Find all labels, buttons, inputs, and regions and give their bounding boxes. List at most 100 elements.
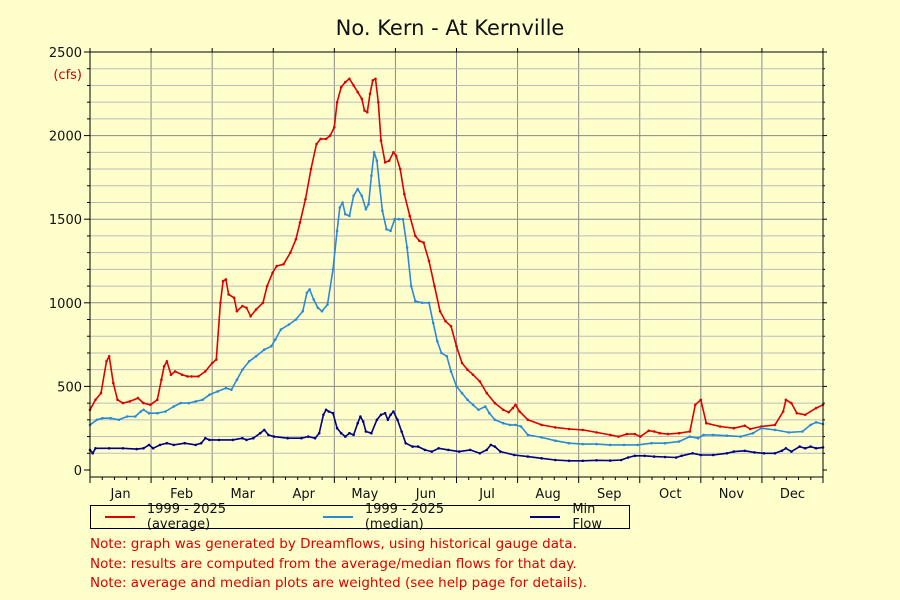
data-point [370,174,373,177]
data-point [335,100,339,104]
data-point [427,301,431,305]
data-point [208,393,211,397]
data-point [121,401,125,405]
data-point [169,373,173,377]
data-point [814,406,818,410]
data-point [626,456,630,459]
data-point [317,431,321,435]
data-point [289,251,292,254]
data-point [91,452,94,455]
x-tick-label: Jan [110,487,131,502]
data-point [197,375,200,378]
y-tick-label: 500 [57,380,82,395]
data-point [809,445,812,448]
data-point [227,293,230,296]
data-point [427,259,431,263]
data-point [619,458,623,462]
data-point [241,304,244,308]
data-point [732,426,736,430]
legend-label-min-flow: Min Flow [572,502,603,532]
data-point [751,431,755,435]
y-tick-label: 2000 [49,130,82,145]
data-point [784,447,788,450]
data-point [344,80,347,84]
legend-swatch-median [322,516,353,518]
data-point [478,380,482,383]
data-point [526,433,530,437]
data-point [147,411,151,415]
data-point [216,390,219,393]
data-point [397,217,401,221]
data-point [677,440,681,443]
data-point [677,431,681,435]
data-point [142,408,145,412]
data-point [201,398,204,402]
data-point [814,447,818,450]
data-point [418,239,421,243]
data-point [221,279,225,283]
data-point [416,445,420,448]
data-point [447,448,450,452]
data-point [121,447,125,450]
data-point [801,430,804,433]
data-point [320,309,324,313]
data-point [608,443,612,447]
data-point [142,401,145,405]
data-point [217,438,221,442]
data-point [294,318,298,321]
data-point [101,416,104,420]
data-point [267,433,270,437]
x-tick-label: Jun [415,487,436,502]
data-point [134,415,137,418]
data-point [803,413,807,417]
data-point [230,388,233,392]
data-point [455,385,458,388]
data-point [652,455,656,458]
data-point [352,194,355,198]
data-point [360,97,364,101]
data-point [567,427,571,431]
data-point [488,411,491,415]
data-point [485,448,489,452]
data-point [753,451,756,454]
data-point [301,309,305,313]
data-point [696,436,700,440]
data-point [705,421,708,425]
data-point [554,426,557,429]
data-point [274,338,277,341]
data-point [235,309,239,313]
data-point [322,413,325,417]
data-point [798,445,801,448]
data-point [279,328,283,331]
data-point [156,398,159,402]
data-point [478,452,482,455]
data-point [554,458,557,462]
data-point [595,459,598,462]
data-point [647,429,650,433]
data-point [411,445,414,448]
data-point [595,442,598,446]
data-point [371,79,375,82]
data-point [699,453,703,457]
data-point [361,420,365,423]
data-point [400,430,403,433]
data-point [286,436,290,440]
data-point [210,361,214,365]
x-tick-label: Mar [230,487,255,502]
data-point [360,194,364,198]
data-point [392,151,395,154]
legend-label-average: 1999 - 2025 (average) [146,502,227,532]
data-point [431,321,435,325]
data-point [383,411,387,415]
data-point [341,201,344,204]
data-point [319,137,322,141]
data-point [468,448,472,452]
data-point [493,401,497,405]
data-point [658,431,661,435]
data-point [313,436,317,440]
data-point [164,410,167,413]
data-point [165,360,169,363]
data-point [430,450,434,453]
data-point [666,432,670,436]
x-tick-label: Feb [170,487,193,502]
